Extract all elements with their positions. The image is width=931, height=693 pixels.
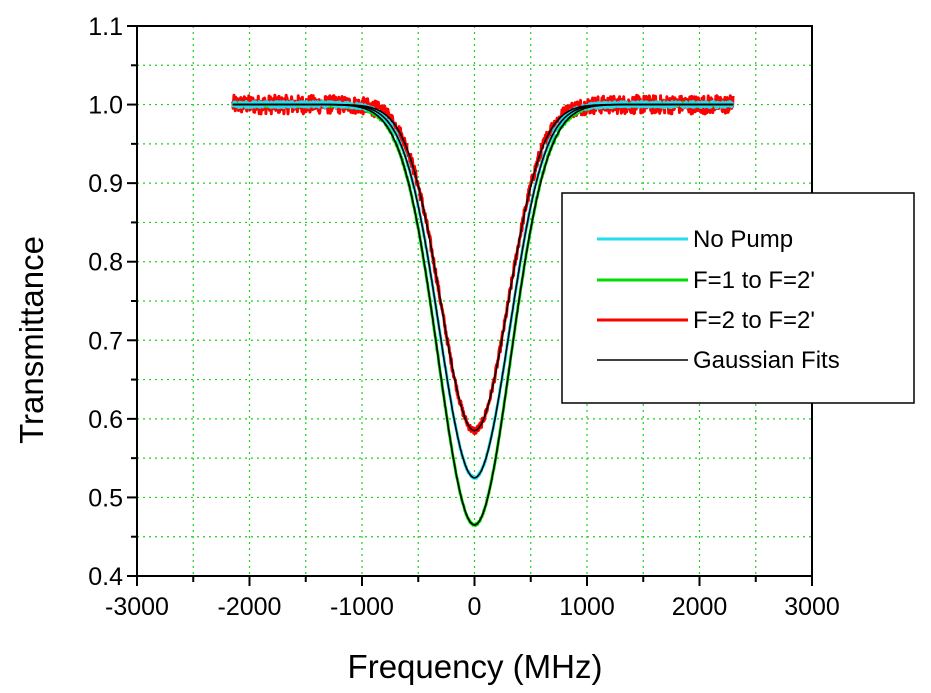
x-tick-label: 3000 bbox=[784, 593, 840, 621]
series-line-gaussian-fit bbox=[232, 103, 734, 526]
y-tick-label: 0.9 bbox=[88, 170, 123, 198]
x-tick-label: 1000 bbox=[559, 593, 615, 621]
legend-label-no-pump: No Pump bbox=[693, 226, 793, 253]
x-tick-label: -2000 bbox=[218, 593, 282, 621]
legend-label-gaussian-fits: Gaussian Fits bbox=[693, 347, 840, 374]
y-axis-title: Transmittance bbox=[13, 236, 50, 444]
legend-label-f2: F=2 to F=2' bbox=[693, 307, 815, 334]
grid bbox=[137, 26, 812, 576]
x-tick-label: 0 bbox=[468, 593, 482, 621]
series-layer bbox=[231, 93, 735, 527]
x-tick-label: -3000 bbox=[105, 593, 169, 621]
y-tick-label: 0.6 bbox=[88, 406, 123, 434]
x-tick-label: -1000 bbox=[330, 593, 394, 621]
x-axis-title: Frequency (MHz) bbox=[348, 648, 603, 685]
y-tick-label: 0.5 bbox=[88, 484, 123, 512]
y-tick-label: 0.7 bbox=[88, 327, 123, 355]
legend-box bbox=[561, 192, 915, 404]
y-tick-label: 0.4 bbox=[88, 563, 123, 591]
y-tick-label: 1.0 bbox=[88, 92, 123, 120]
legend-label-f1: F=1 to F=2' bbox=[693, 267, 815, 294]
y-tick-label: 1.1 bbox=[88, 13, 123, 41]
legend: No Pump F=1 to F=2' F=2 to F=2' Gaussian… bbox=[561, 192, 915, 404]
y-tick-label: 0.8 bbox=[88, 249, 123, 277]
x-tick-label: 2000 bbox=[672, 593, 728, 621]
ticks: -3000 -2000 -1000 0 1000 2000 3000 0.4 0.5 0.6 0.7… bbox=[88, 13, 840, 621]
